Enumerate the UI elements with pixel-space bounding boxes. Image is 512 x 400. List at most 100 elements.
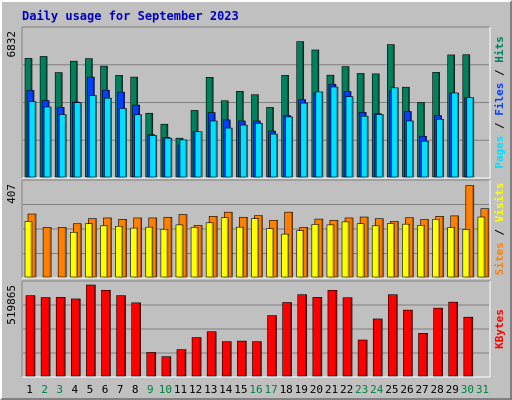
sites-bar xyxy=(205,222,214,278)
kbytes-bar xyxy=(297,294,308,377)
xtick-label-day-1: 1 xyxy=(26,383,33,396)
pages-bar xyxy=(315,91,324,178)
pages-bar xyxy=(28,101,37,178)
pages-bar xyxy=(149,135,158,178)
pages-bar xyxy=(436,118,444,178)
pages-bar xyxy=(119,108,127,178)
sites-bar xyxy=(251,218,259,278)
sites-bar-face xyxy=(115,225,123,278)
xtick-label-day-25: 25 xyxy=(385,383,398,396)
kbytes-bar xyxy=(267,315,277,377)
sites-bar-face xyxy=(341,221,350,278)
sites-bar xyxy=(417,225,425,278)
kbytes-bar-face xyxy=(206,331,217,377)
pages-bar-face xyxy=(194,131,203,178)
kbytes-bar-face xyxy=(297,294,308,377)
legend-hits: Hits xyxy=(493,36,506,63)
sites-bar-face xyxy=(447,227,456,278)
sites-bar-face xyxy=(387,223,395,278)
kbytes-bar-face xyxy=(448,301,459,377)
pages-bar xyxy=(224,127,233,178)
sites-bar xyxy=(220,217,229,278)
pages-bar xyxy=(375,114,384,178)
visits-bar-face xyxy=(57,227,67,278)
pages-bar-face xyxy=(224,127,233,178)
xtick-label-day-18: 18 xyxy=(280,383,293,396)
legend-files: Files xyxy=(493,83,506,116)
kbytes-bar xyxy=(448,301,459,377)
sites-bar-face xyxy=(175,224,184,278)
pages-bar-face xyxy=(119,108,127,178)
pages-bar-face xyxy=(406,120,414,178)
ytick-label: 407 xyxy=(5,184,18,204)
kbytes-bar-face xyxy=(327,289,338,377)
sites-bar xyxy=(311,224,320,278)
kbytes-bar xyxy=(433,307,443,377)
xtick-label-day-2: 2 xyxy=(41,383,48,396)
sites-bar-face xyxy=(417,225,425,278)
sites-bar-face xyxy=(24,221,33,278)
pages-bar xyxy=(255,123,263,178)
sites-bar xyxy=(387,223,395,278)
sites-bar-face xyxy=(266,228,274,278)
pages-bar xyxy=(73,102,82,178)
sites-bar xyxy=(145,226,154,278)
kbytes-bar xyxy=(357,339,368,377)
pages-bar-face xyxy=(240,124,248,178)
pages-bar xyxy=(43,106,52,178)
xtick-label-day-26: 26 xyxy=(400,383,413,396)
pages-bar xyxy=(58,114,67,178)
sites-bar xyxy=(236,226,244,278)
pages-bar-face xyxy=(451,92,460,178)
pages-bar-face xyxy=(134,114,142,178)
kbytes-bar xyxy=(86,284,96,377)
kbytes-bar xyxy=(25,295,36,377)
kbytes-bar-face xyxy=(403,309,413,377)
sites-bar xyxy=(326,224,335,278)
sites-bar-face xyxy=(402,223,410,278)
pages-bar xyxy=(209,120,218,178)
kbytes-bar xyxy=(463,316,474,377)
kbytes-bar-face xyxy=(161,356,172,377)
kbytes-bar xyxy=(161,356,172,377)
legend: Sites / Visits xyxy=(493,183,506,276)
kbytes-bar xyxy=(237,340,247,377)
xtick-label-day-3: 3 xyxy=(56,383,63,396)
pages-bar-face xyxy=(28,101,37,178)
kbytes-bar xyxy=(70,298,81,377)
sites-bar xyxy=(462,229,471,278)
xtick-label-day-11: 11 xyxy=(174,383,187,396)
kbytes-bar xyxy=(101,289,111,377)
sites-bar-face xyxy=(356,223,365,278)
pages-bar xyxy=(330,86,339,178)
pages-bar-face xyxy=(164,137,173,178)
xtick-label-day-15: 15 xyxy=(234,383,247,396)
pages-bar xyxy=(300,102,309,178)
sites-bar-face xyxy=(462,229,471,278)
pages-bar-face xyxy=(391,87,399,178)
pages-bar xyxy=(421,140,429,178)
kbytes-bar xyxy=(327,289,338,377)
xtick-label-day-6: 6 xyxy=(102,383,109,396)
sites-bar xyxy=(69,231,78,278)
sites-bar-face xyxy=(477,216,486,278)
sites-bar-face xyxy=(296,230,305,278)
kbytes-bar xyxy=(312,297,323,377)
kbytes-bar xyxy=(418,332,428,377)
kbytes-bar-face xyxy=(86,284,96,377)
pages-bar xyxy=(89,95,97,178)
xtick-label-day-14: 14 xyxy=(219,383,233,396)
kbytes-bar xyxy=(342,297,353,377)
pages-bar-face xyxy=(285,116,293,178)
legend-kbytes: KBytes xyxy=(493,309,506,349)
sites-bar-face xyxy=(236,226,244,278)
xtick-label-day-7: 7 xyxy=(117,383,124,396)
pages-bar-face xyxy=(209,120,218,178)
visits-bar-face xyxy=(42,227,52,278)
pages-bar-face xyxy=(421,140,429,178)
panel-1: 6832 Pages / Files / Hits xyxy=(5,26,506,179)
legend-separator: / xyxy=(493,116,506,136)
kbytes-bar-face xyxy=(176,349,187,377)
kbytes-bar-face xyxy=(55,297,66,377)
